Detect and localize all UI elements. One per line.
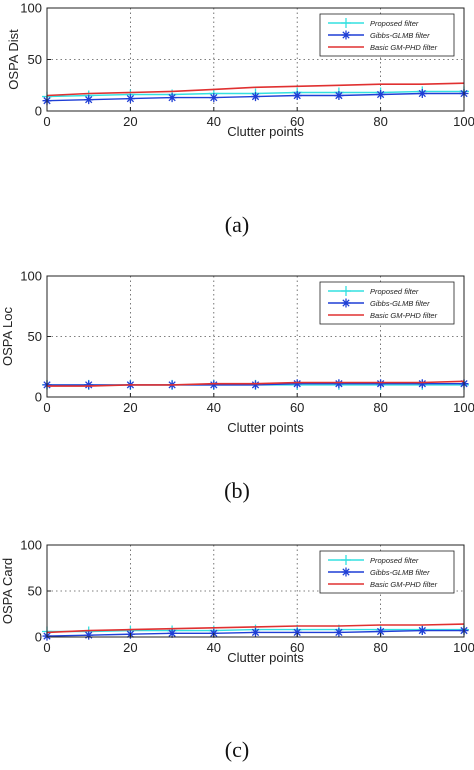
chart-panel-0: 0 20 40 60 80 100 0 50 100 Clutter points OSPA Dis… (6, 1, 474, 238)
legend-label-2: Basic GM-PHD filter (370, 580, 438, 589)
x-tick-label-4: 80 (373, 400, 387, 415)
x-tick-label-3: 60 (290, 400, 304, 415)
panel-caption: (a) (225, 212, 249, 237)
legend-label-1: Gibbs-GLMB filter (370, 299, 430, 308)
series-1-marker-3 (167, 93, 177, 103)
x-tick-label-5: 100 (453, 114, 474, 129)
series-1-marker-4 (209, 93, 219, 103)
series-1-marker-3 (167, 628, 177, 638)
series-line-2 (47, 380, 465, 387)
legend: Proposed filter Gibbs-GLMB filter Basic GM… (319, 281, 455, 325)
x-tick-label-1: 20 (123, 400, 137, 415)
x-tick-label-0: 0 (43, 640, 50, 655)
series-1-marker-legend (341, 298, 351, 308)
legend-label-0: Proposed filter (370, 19, 419, 28)
series-0-marker-legend (341, 555, 351, 565)
series-1-marker-5 (251, 380, 260, 390)
chart-panel-2: 0 20 40 60 80 100 0 50 100 Clutter points OSPA Car… (0, 538, 474, 763)
series-1-marker-1 (84, 630, 94, 640)
series-1-marker-5 (251, 92, 260, 102)
x-tick-label-2: 40 (207, 640, 221, 655)
y-axis-label: OSPA Card (0, 558, 15, 624)
x-tick-label-1: 20 (123, 640, 137, 655)
series-line-2 (46, 82, 465, 97)
y-tick-label-0: 0 (35, 390, 42, 405)
y-tick-label-2: 100 (20, 538, 42, 553)
series-1-marker-9 (417, 379, 427, 389)
legend-label-1: Gibbs-GLMB filter (370, 568, 430, 577)
x-tick-label-1: 20 (123, 114, 137, 129)
x-tick-label-2: 40 (207, 114, 221, 129)
series-1-marker-legend (341, 30, 351, 40)
series-1-marker-8 (376, 379, 386, 389)
x-tick-label-5: 100 (453, 640, 474, 655)
chart-panel-1: 0 20 40 60 80 100 0 50 100 Clutter points OSPA Loc… (0, 269, 474, 504)
y-tick-label-1: 50 (28, 52, 42, 67)
y-axis-label: OSPA Dist (6, 29, 21, 90)
x-axis-label: Clutter points (227, 650, 304, 665)
x-tick-label-2: 40 (207, 400, 221, 415)
x-tick-label-4: 80 (373, 114, 387, 129)
series-1-marker-8 (376, 626, 386, 636)
legend-label-2: Basic GM-PHD filter (370, 43, 438, 52)
y-tick-label-1: 50 (28, 329, 42, 344)
series-1-marker-7 (334, 91, 344, 101)
series-line-2 (46, 623, 465, 634)
series-1-marker-7 (334, 627, 344, 637)
y-tick-label-0: 0 (35, 104, 42, 119)
y-axis-label: OSPA Loc (0, 306, 15, 366)
x-tick-label-0: 0 (43, 400, 50, 415)
x-tick-label-3: 60 (290, 640, 304, 655)
series-1-marker-5 (251, 627, 260, 637)
x-axis-label: Clutter points (227, 420, 304, 435)
series-1-marker-6 (292, 627, 302, 637)
y-tick-label-2: 100 (20, 1, 42, 16)
series-0-marker-legend (341, 286, 351, 296)
series-1-marker-6 (292, 91, 302, 101)
series-1-marker-4 (209, 380, 219, 390)
x-tick-label-3: 60 (290, 114, 304, 129)
y-tick-label-0: 0 (35, 630, 42, 645)
x-axis-label: Clutter points (227, 124, 304, 139)
series-1-marker-9 (417, 88, 427, 98)
legend-label-0: Proposed filter (370, 556, 419, 565)
x-tick-label-0: 0 (43, 114, 50, 129)
panel-caption: (b) (224, 478, 250, 503)
panel-caption: (c) (225, 737, 249, 762)
series-1-marker-8 (376, 90, 386, 100)
legend-label-0: Proposed filter (370, 287, 419, 296)
y-tick-label-2: 100 (20, 269, 42, 284)
series-1-marker-7 (334, 379, 344, 389)
legend: Proposed filter Gibbs-GLMB filter Basic GM… (319, 550, 455, 594)
series-1-marker-legend (341, 567, 351, 577)
series-0-marker-legend (341, 18, 351, 28)
series-1-marker-6 (292, 379, 302, 389)
x-tick-label-4: 80 (373, 640, 387, 655)
series-1-marker-1 (84, 95, 94, 105)
legend: Proposed filter Gibbs-GLMB filter Basic GM… (319, 13, 455, 57)
series-1-marker-1 (84, 380, 94, 390)
y-tick-label-1: 50 (28, 584, 42, 599)
series-1-marker-9 (417, 626, 427, 636)
legend-label-2: Basic GM-PHD filter (370, 311, 438, 320)
x-tick-label-5: 100 (453, 400, 474, 415)
series-1-marker-2 (125, 94, 135, 104)
legend-label-1: Gibbs-GLMB filter (370, 31, 430, 40)
